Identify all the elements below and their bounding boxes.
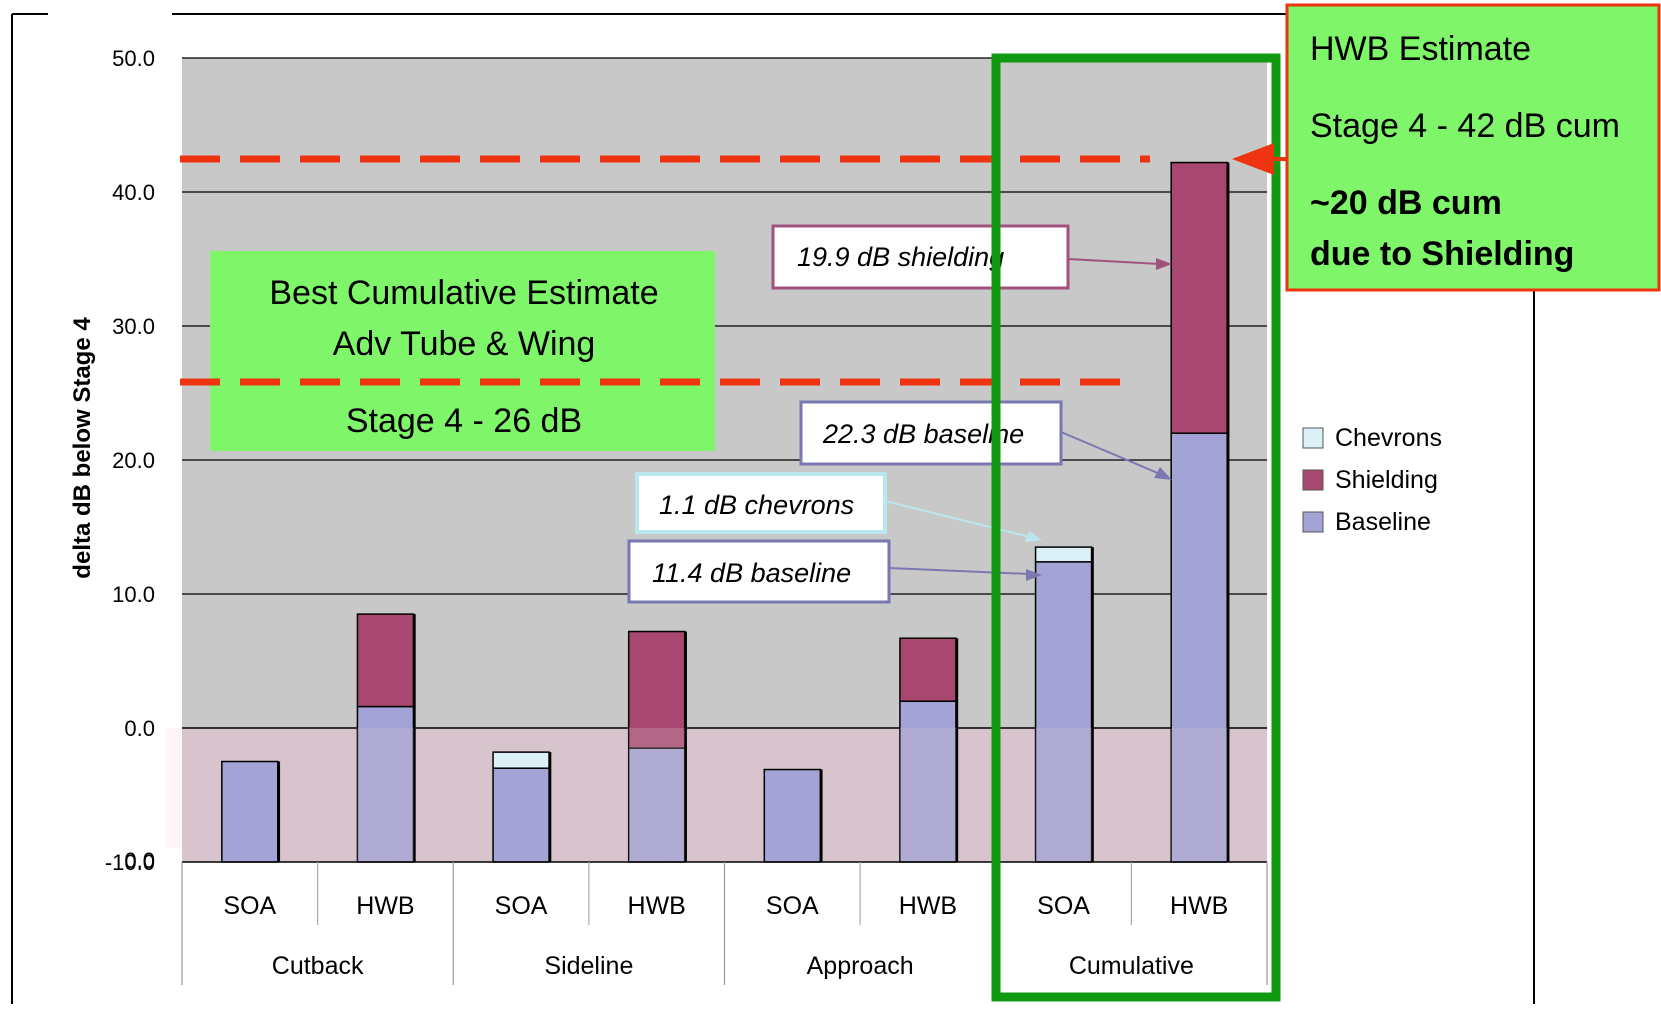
hwb-estimate-line-4: due to Shielding [1310,235,1574,273]
callout-chevrons-text: 1.1 dB chevrons [659,490,854,520]
callout-shielding-text: 19.9 dB shielding [797,242,1004,272]
legend-swatch [1302,511,1324,533]
best-estimate-line-1: Best Cumulative Estimate [269,274,658,312]
hwb-estimate-line-1: HWB Estimate [1310,30,1531,68]
bar-below-zero-tint [357,728,414,862]
legend-swatch [1302,469,1324,491]
legend-label: Chevrons [1335,424,1442,452]
hwb-estimate-line-2: Stage 4 - 42 dB cum [1310,107,1620,145]
x-tick-label: SOA [495,892,548,920]
y-tick-label: 10.0 [112,582,155,607]
y-tick-label: 40.0 [112,180,155,205]
bar-segment-baseline [356,705,415,863]
x-group-label: Cutback [272,952,364,980]
x-tick-label: SOA [223,892,276,920]
bar-segment-chevrons [1034,546,1093,563]
y-tick-label: -10.0 [105,850,155,875]
legend: Chevrons Shielding Baseline [1302,424,1442,536]
y-tick-label: 20.0 [112,448,155,473]
bar-segment-chevrons [492,751,550,769]
callout-baseline-hwb: 22.3 dB baseline [799,400,1172,480]
callout-baseline-hwb-text: 22.3 dB baseline [822,419,1024,449]
legend-swatch [1302,427,1324,449]
callout-chevrons: 1.1 dB chevrons [635,472,1042,542]
x-tick-label: HWB [356,892,414,920]
below-zero-band-left-edge [166,728,182,848]
bar-below-zero-tint [1035,728,1092,862]
best-estimate-box: Best Cumulative Estimate Adv Tube & Wing… [210,251,715,451]
y-tick-label: 0.0 [124,716,155,741]
y-axis-title: delta dB below Stage 4 [69,317,96,579]
y-tick-label: 50.0 [112,46,155,71]
hwb-estimate-box: HWB Estimate Stage 4 - 42 dB cum ~20 dB … [1285,3,1661,292]
callout-baseline-soa: 11.4 dB baseline [627,539,1042,604]
x-group-label: Approach [807,952,914,980]
bars [221,161,1230,863]
x-tick-label: HWB [628,892,686,920]
legend-label: Shielding [1335,466,1438,494]
callout-shielding: 19.9 dB shielding [771,224,1172,290]
x-group-label: Sideline [544,952,633,980]
below-zero-band [182,728,1267,862]
outer-frame [11,13,1535,1004]
best-estimate-line-2: Adv Tube & Wing [333,325,596,363]
bar-segment-baseline [1170,432,1228,863]
legend-label: Baseline [1335,508,1431,536]
bar-segment-baseline [221,760,279,863]
x-tick-label: HWB [899,892,957,920]
hwb-estimate-arrow [1232,143,1287,175]
x-tick-label: SOA [1037,892,1090,920]
callout-baseline-soa-text: 11.4 dB baseline [652,558,851,588]
bar-segment-shielding [356,613,415,708]
category-axis: SOA HWB SOA HWB SOA HWB SOA HWB Cutback Sideline A… [181,861,1268,985]
bar-segment-baseline [763,768,822,863]
bar-segment-shielding [899,637,957,702]
x-tick-label: HWB [1170,892,1228,920]
y-tick-label-overlap: 0.0 [124,848,155,873]
bar-below-zero-tint [899,728,956,862]
x-group-label: Cumulative [1069,952,1194,980]
y-tick-label: 30.0 [112,314,155,339]
bar-segment-shielding [627,630,686,749]
bar-below-zero-tint [628,728,685,862]
best-estimate-line-3: Stage 4 - 26 dB [346,402,582,440]
bar-segment-baseline [492,767,550,863]
hwb-estimate-line-3: ~20 dB cum [1310,184,1502,222]
bar-segment-shielding [1170,161,1228,434]
x-tick-label: SOA [766,892,819,920]
bar-below-zero-tint [1171,728,1228,862]
cumulative-highlight-frame [991,53,1281,1002]
y-tick-labels: -10.00.010.020.030.040.050.0 [105,46,155,875]
